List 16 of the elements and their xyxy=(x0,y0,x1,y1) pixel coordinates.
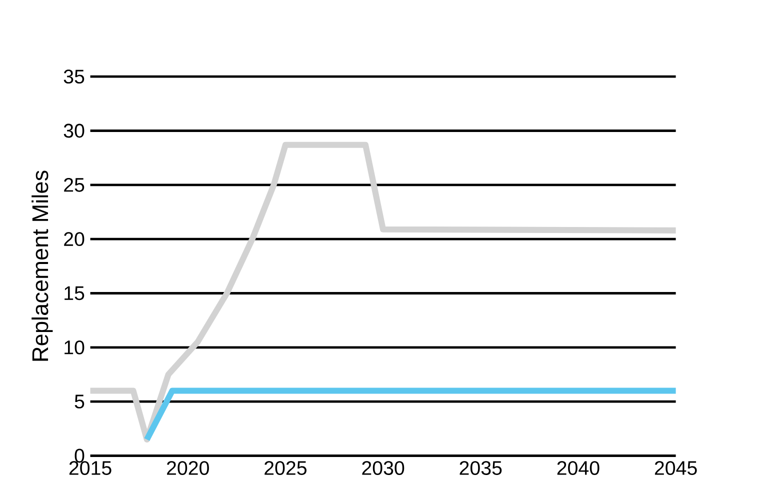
x-tick-label: 2040 xyxy=(557,461,600,476)
y-axis-title: Replacement Miles xyxy=(32,170,53,361)
x-tick-label: 2035 xyxy=(460,461,502,476)
y-tick-label: 20 xyxy=(64,232,84,246)
y-tick-label: 0 xyxy=(74,448,84,463)
y-tick-label: 5 xyxy=(74,394,84,409)
x-tick-label: 2030 xyxy=(362,461,404,476)
y-tick-label: 15 xyxy=(64,286,84,300)
y-tick-label: 10 xyxy=(64,340,84,354)
y-tick-label: 35 xyxy=(64,70,84,84)
x-tick-label: 2020 xyxy=(167,461,209,476)
x-tick-label: 2015 xyxy=(69,461,112,476)
x-tick-label: 2045 xyxy=(654,461,697,476)
y-tick-label: 25 xyxy=(64,178,84,192)
x-tick-label: 2025 xyxy=(264,461,306,476)
y-tick-label: 30 xyxy=(64,124,84,138)
